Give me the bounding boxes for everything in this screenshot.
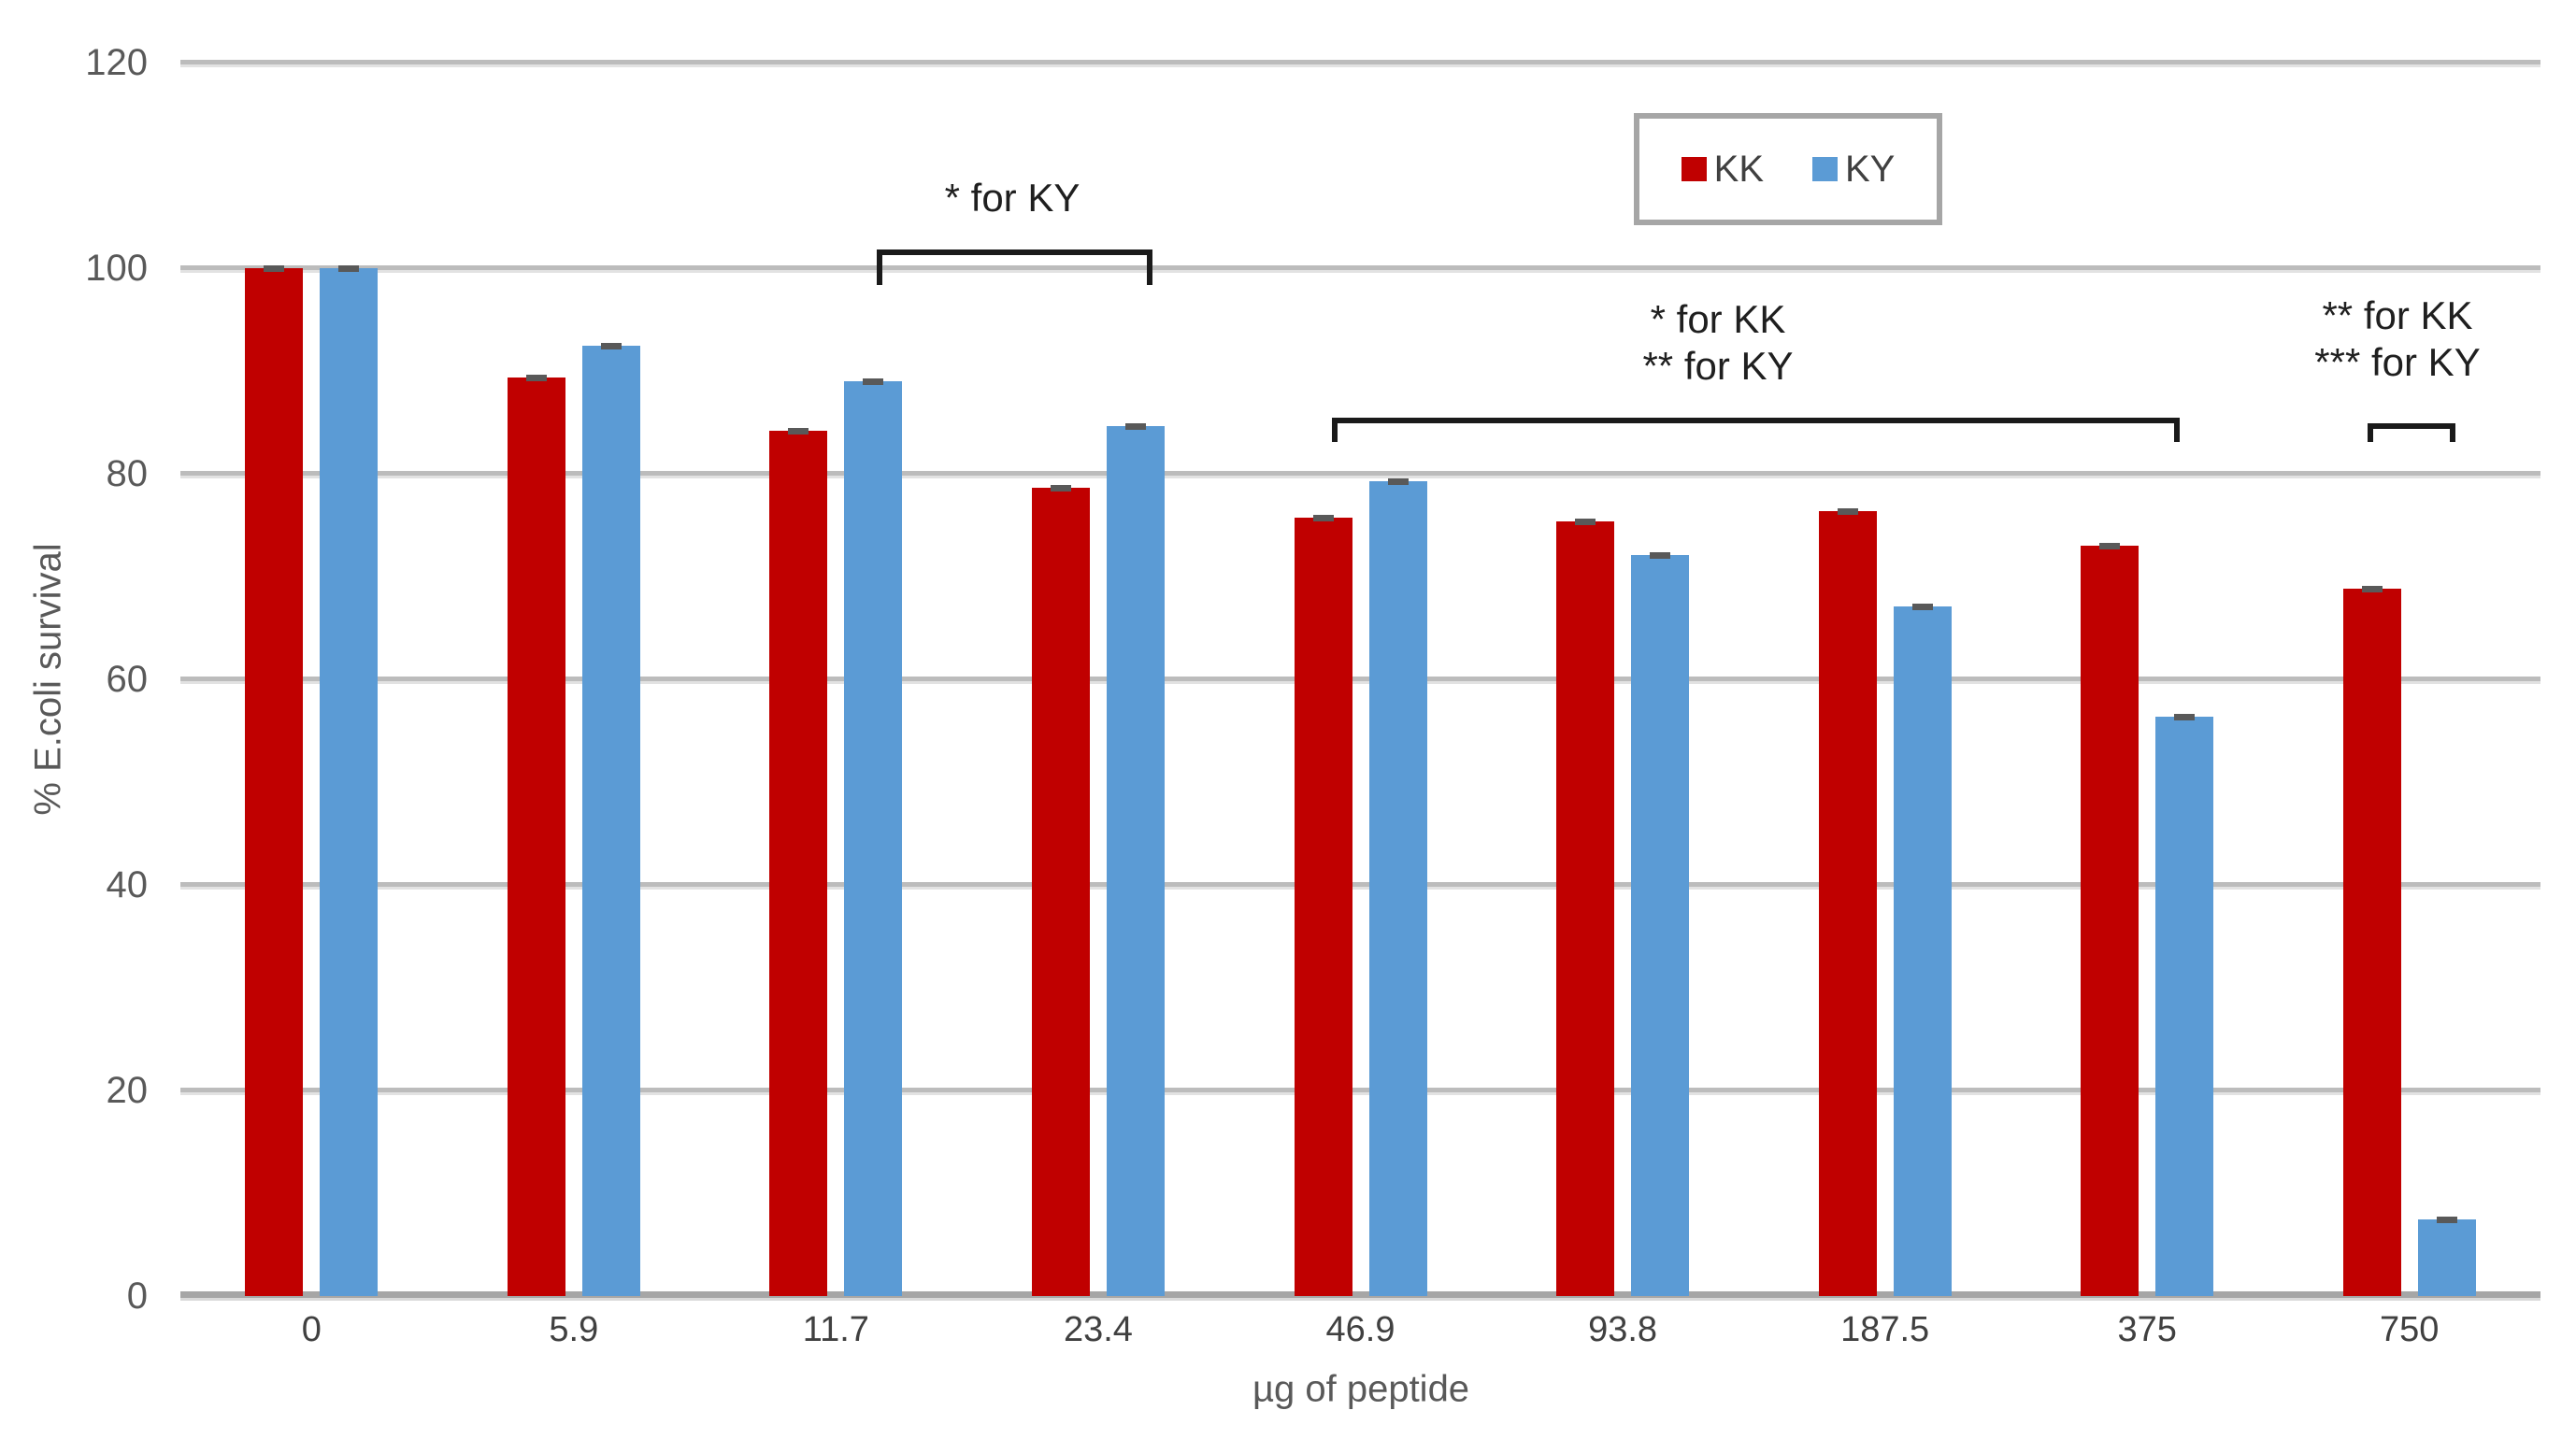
bar-ky-23.4: [1106, 423, 1165, 1296]
legend-marker-ky-icon: [1812, 157, 1838, 181]
bar-ky-11.7: [844, 378, 903, 1296]
error-bar-cap: [1650, 551, 1671, 559]
legend-label-ky: KY: [1845, 148, 1896, 190]
y-tick-label: 120: [85, 42, 148, 83]
error-bar-cap: [863, 378, 884, 385]
significance-bracket: [1332, 418, 2180, 442]
error-bar-cap: [1911, 603, 1933, 610]
error-bar-cap: [1837, 507, 1858, 515]
x-tick-label: 375: [2117, 1310, 2177, 1349]
x-axis-line: [180, 1291, 2540, 1298]
error-bar-cap: [1124, 423, 1146, 431]
y-tick-label: 40: [106, 864, 149, 905]
y-tick-label: 0: [126, 1275, 148, 1317]
error-bar-cap: [1575, 518, 1596, 525]
significance-bracket: [877, 249, 1152, 285]
bar-ky-0: [320, 265, 379, 1296]
gridline: [180, 1088, 2540, 1092]
bar-kk-375: [2081, 543, 2140, 1296]
annotation-line: ** for KY: [1642, 344, 1794, 388]
legend-marker-kk-icon: [1681, 157, 1707, 181]
error-bar-cap: [1387, 477, 1409, 485]
y-tick-label: 60: [106, 659, 149, 700]
x-tick-label: 46.9: [1325, 1310, 1395, 1349]
bar-ky-750: [2417, 1216, 2476, 1296]
bar-kk-23.4: [1031, 485, 1090, 1296]
gridline: [180, 265, 2540, 270]
x-tick-label: 23.4: [1063, 1310, 1133, 1349]
annotation-line: *** for KY: [2314, 340, 2481, 384]
annotation-line: * for KY: [944, 176, 1080, 220]
error-bar-cap: [338, 265, 360, 272]
error-bar-cap: [264, 265, 285, 272]
gridline: [180, 882, 2540, 887]
error-bar-cap: [525, 374, 547, 381]
legend-item-ky: KY: [1812, 149, 1895, 191]
annotation-line: ** for KK: [2322, 293, 2473, 337]
error-bar-cap: [2174, 713, 2196, 720]
bar-kk-11.7: [769, 427, 828, 1296]
x-tick-label: 5.9: [549, 1310, 599, 1349]
significance-annotation: * for KK ** for KY: [1642, 296, 1793, 390]
legend-item-kk: KK: [1681, 148, 1764, 191]
x-tick-label: 750: [2380, 1310, 2440, 1349]
x-tick-label: 187.5: [1840, 1310, 1930, 1349]
x-tick-label: 0: [301, 1310, 322, 1349]
error-bar-cap: [600, 342, 622, 349]
error-bar-cap: [788, 427, 809, 435]
legend-label-kk: KK: [1713, 148, 1764, 190]
gridline: [180, 471, 2540, 476]
error-bar-cap: [1050, 485, 1071, 492]
error-bar-cap: [2099, 543, 2121, 549]
bar-ky-93.8: [1631, 551, 1690, 1296]
bar-ky-187.5: [1893, 603, 1952, 1296]
error-bar-cap: [2361, 586, 2383, 593]
bar-ky-375: [2155, 713, 2214, 1296]
error-bar-cap: [1312, 515, 1334, 522]
bar-kk-5.9: [507, 374, 565, 1296]
annotation-line: * for KK: [1650, 297, 1786, 341]
y-tick-label: 100: [85, 248, 148, 289]
significance-annotation: ** for KK *** for KY: [2314, 292, 2480, 386]
bar-kk-187.5: [1818, 507, 1877, 1296]
x-axis-title: µg of peptide: [1252, 1368, 1470, 1410]
significance-bracket: [2368, 423, 2455, 442]
bar-kk-93.8: [1556, 518, 1615, 1296]
legend: KK KY: [1634, 113, 1942, 225]
bar-ky-5.9: [581, 342, 640, 1296]
x-tick-label: 11.7: [802, 1310, 869, 1349]
bar-kk-750: [2342, 586, 2401, 1296]
x-tick-label: 93.8: [1588, 1310, 1658, 1349]
gridline: [180, 677, 2540, 681]
y-tick-label: 20: [106, 1070, 149, 1111]
bar-kk-0: [245, 265, 304, 1296]
significance-annotation: * for KY: [945, 175, 1080, 221]
bar-ky-46.9: [1368, 477, 1427, 1296]
y-axis-title: % E.coli survival: [27, 543, 69, 816]
bar-kk-46.9: [1294, 515, 1352, 1296]
plot-area: [180, 60, 2540, 1298]
y-tick-label: 80: [106, 453, 149, 494]
error-bar-cap: [2436, 1216, 2457, 1223]
gridline: [180, 60, 2540, 64]
